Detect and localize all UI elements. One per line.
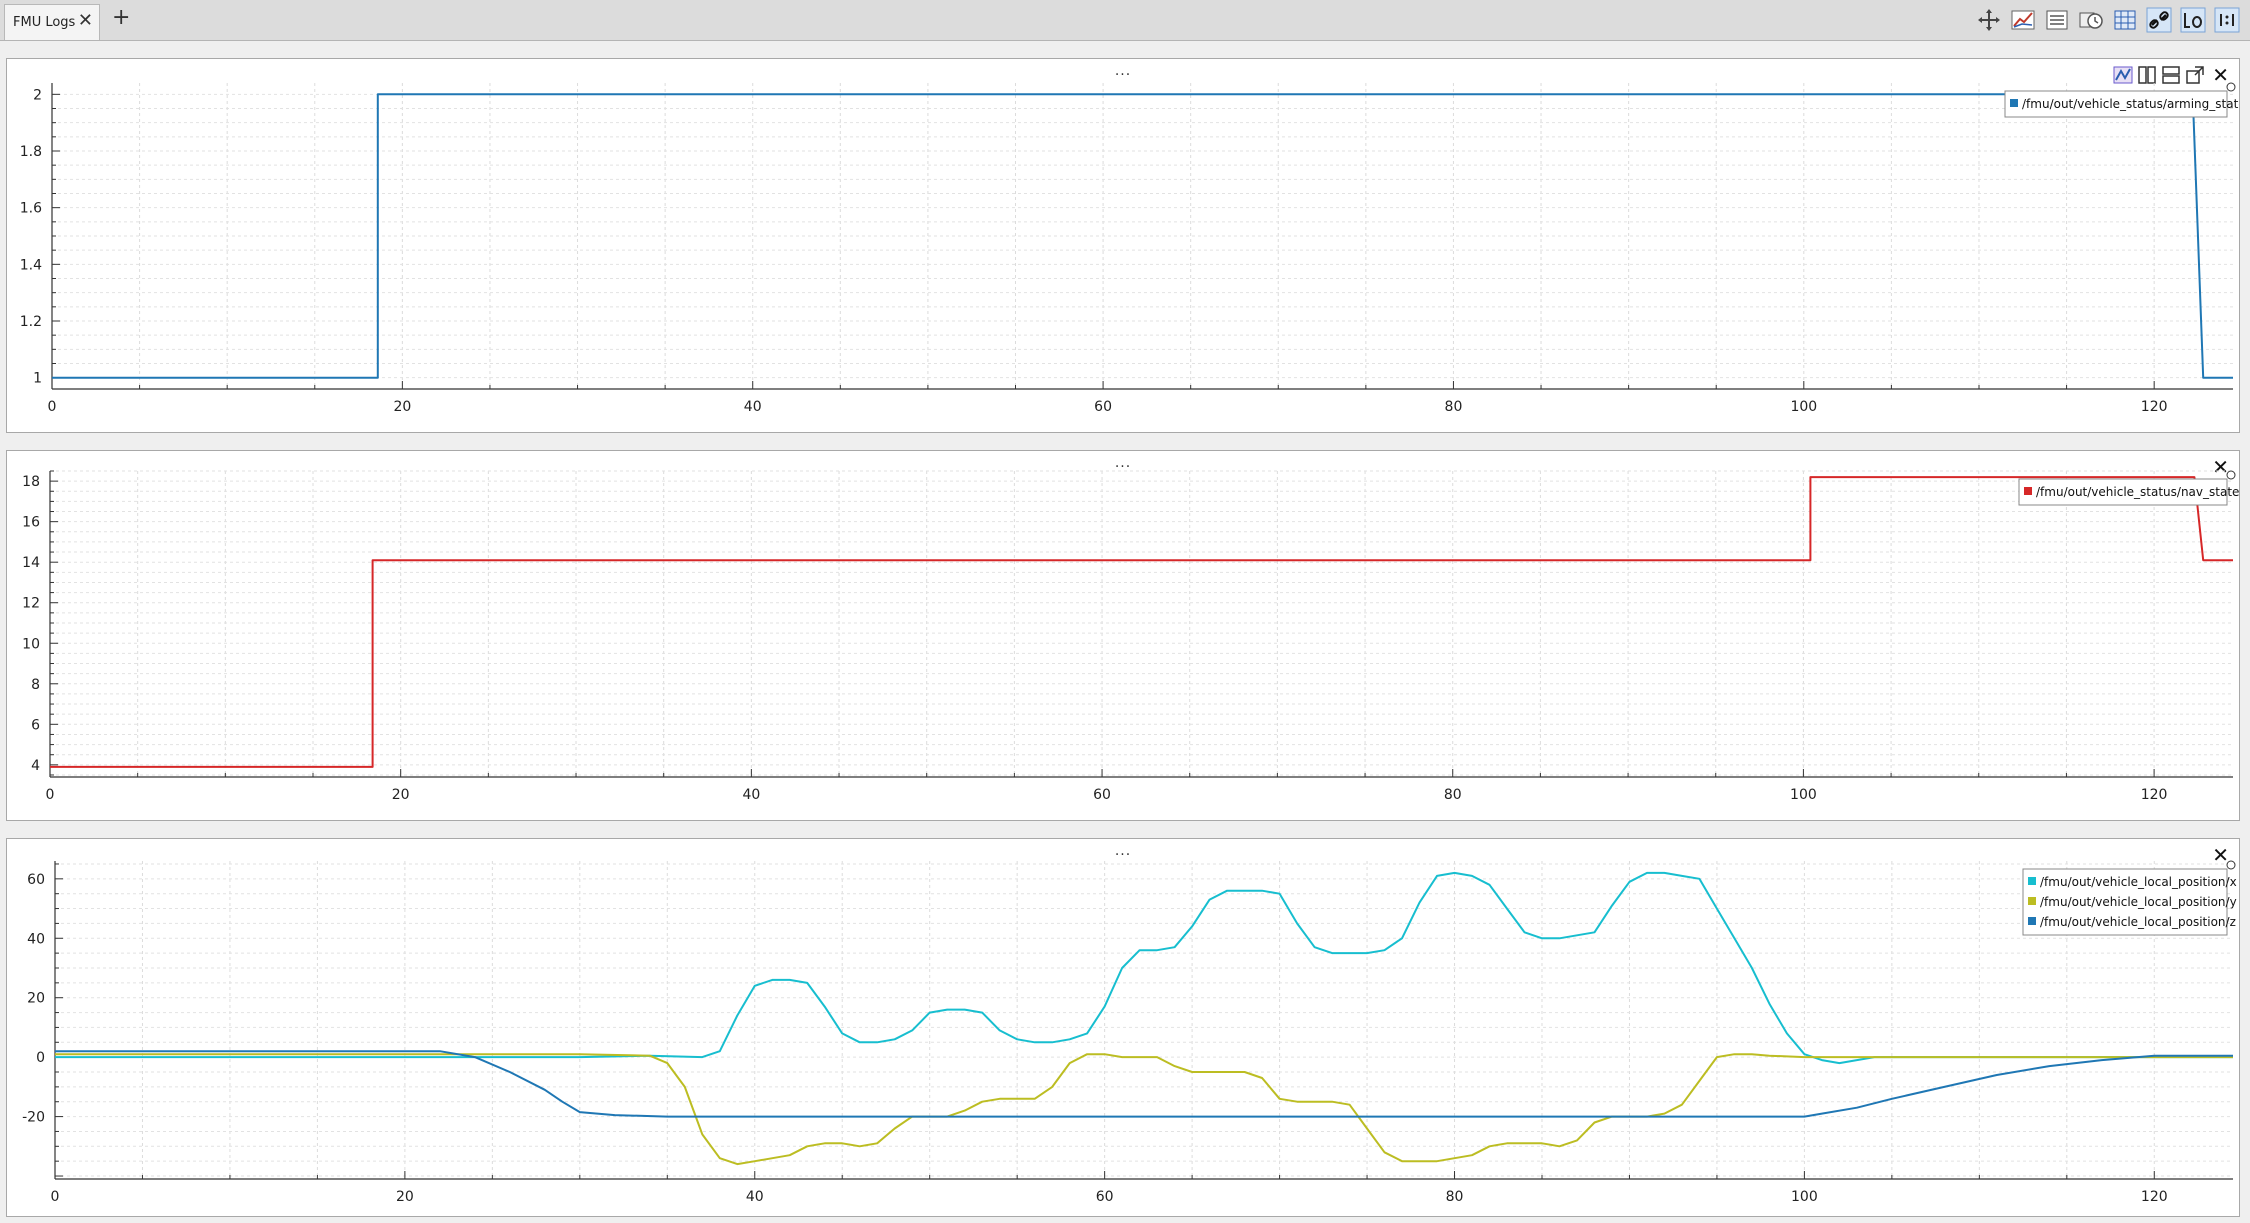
plot-type-icon[interactable]	[2113, 65, 2133, 85]
legend-box[interactable]	[2018, 478, 2228, 506]
x-tick-label: 120	[2141, 1189, 2168, 1205]
panel-menu-dots[interactable]: ...	[1114, 63, 1132, 79]
y-tick-label: 12	[22, 596, 40, 612]
y-tick-label: 1	[33, 371, 42, 387]
x-tick-label: 60	[1094, 399, 1112, 415]
plot-area[interactable]: 0 20 40 60 80 100 120 -20 0 20 40 60/fmu/out/vehicl…	[7, 839, 2239, 1216]
x-tick-label: 40	[746, 1189, 764, 1205]
x-tick-label: 100	[1790, 787, 1817, 803]
y-tick-label: 10	[22, 636, 40, 652]
y-tick-label: 4	[31, 758, 40, 774]
y-tick-label: 1.6	[20, 201, 42, 217]
tab-close-icon[interactable]: ✕	[77, 10, 93, 31]
legend-swatch	[2028, 917, 2036, 925]
y-tick-label: 20	[27, 991, 45, 1007]
x-tick-label: 120	[2141, 787, 2168, 803]
y-tick-label: -20	[22, 1110, 45, 1126]
main-toolbar	[1974, 4, 2242, 36]
add-tab-button[interactable]: +	[112, 5, 131, 30]
time-icon[interactable]	[2076, 5, 2106, 35]
series-line	[50, 476, 2233, 768]
x-tick-label: 0	[48, 399, 57, 415]
t0-icon[interactable]	[2178, 5, 2208, 35]
x-tick-label: 0	[51, 1189, 60, 1205]
y-tick-label: 60	[27, 872, 45, 888]
legend-swatch	[2010, 99, 2018, 107]
y-tick-label: 1.4	[20, 257, 42, 273]
y-tick-label: 16	[22, 515, 40, 531]
legend-label: /fmu/out/vehicle_local_position/y	[2040, 895, 2237, 909]
x-tick-label: 100	[1791, 1189, 1818, 1205]
x-tick-label: 20	[396, 1189, 414, 1205]
legend-swatch	[2028, 897, 2036, 905]
x-tick-label: 0	[46, 787, 55, 803]
split-vertical-icon[interactable]	[2137, 65, 2157, 85]
legend-label: /fmu/out/vehicle_local_position/z	[2040, 915, 2236, 929]
add-curve-icon[interactable]	[2008, 5, 2038, 35]
series-line	[55, 871, 2233, 1065]
x-tick-label: 40	[742, 787, 760, 803]
legend-box[interactable]	[2022, 868, 2228, 936]
x-tick-label: 80	[1446, 1189, 1464, 1205]
grid-icon[interactable]	[2110, 5, 2140, 35]
plot-panel-local-position[interactable]: ... ✕ 0 20 40 60 80 100 120 -20 0 20 40 60/fmu/out/…	[6, 838, 2240, 1217]
legend-handle-icon[interactable]	[2226, 470, 2236, 480]
legend-label: /fmu/out/vehicle_local_position/x	[2040, 875, 2237, 889]
y-tick-label: 2	[33, 87, 42, 103]
list-icon[interactable]	[2042, 5, 2072, 35]
panel-close-icon[interactable]: ✕	[2212, 455, 2229, 479]
x-tick-label: 20	[392, 787, 410, 803]
y-tick-label: 1.2	[20, 314, 42, 330]
tab-bar: FMU Logs ✕ +	[0, 0, 2250, 41]
panel-menu-dots[interactable]: ...	[1114, 455, 1132, 471]
tab-label: FMU Logs	[13, 15, 76, 30]
plot-area[interactable]: 0 20 40 60 80 100 120 1 1.2 1.4 1.6 1.8 2/fmu/out/ve…	[7, 59, 2239, 432]
y-tick-label: 6	[31, 717, 40, 733]
y-tick-label: 1.8	[20, 144, 42, 160]
legend-swatch	[2024, 487, 2032, 495]
series-line	[55, 1053, 2233, 1166]
tab-fmu-logs[interactable]: FMU Logs ✕	[4, 4, 100, 40]
x-tick-label: 40	[744, 399, 762, 415]
x-tick-label: 60	[1093, 787, 1111, 803]
x-tick-label: 80	[1445, 399, 1463, 415]
link-icon[interactable]	[2144, 5, 2174, 35]
panel-close-icon[interactable]: ✕	[2212, 63, 2229, 87]
legend-label: /fmu/out/vehicle_status/arming_state	[2022, 97, 2239, 111]
x-tick-label: 60	[1096, 1189, 1114, 1205]
legend-box[interactable]	[2004, 90, 2228, 118]
plot-panel-arming-state[interactable]: ... ✕ 0 20 40 60 80 100 120 1 1.2 1.4 1.6 1.8 2/fmu/…	[6, 58, 2240, 433]
legend-label: /fmu/out/vehicle_status/nav_state	[2036, 485, 2239, 499]
y-tick-label: 8	[31, 677, 40, 693]
x-tick-label: 80	[1444, 787, 1462, 803]
plot-area[interactable]: 0 20 40 60 80 100 120 4 6 8 10 12 14 16 18/fmu/out/veh…	[7, 451, 2239, 820]
series-line	[55, 1050, 2233, 1118]
fullscreen-icon[interactable]	[2185, 65, 2205, 85]
x-tick-label: 120	[2141, 399, 2168, 415]
panel-tools	[2113, 65, 2205, 85]
y-tick-label: 14	[22, 555, 40, 571]
x-tick-label: 20	[393, 399, 411, 415]
legend-swatch	[2028, 877, 2036, 885]
split-horizontal-icon[interactable]	[2161, 65, 2181, 85]
y-tick-label: 18	[22, 474, 40, 490]
series-line	[52, 93, 2233, 379]
panel-close-icon[interactable]: ✕	[2212, 843, 2229, 867]
y-tick-label: 0	[36, 1050, 45, 1066]
ratio-icon[interactable]	[2212, 5, 2242, 35]
legend-handle-icon[interactable]	[2226, 860, 2236, 870]
y-tick-label: 40	[27, 931, 45, 947]
legend-handle-icon[interactable]	[2226, 82, 2236, 92]
plot-panel-nav-state[interactable]: ... ✕ 0 20 40 60 80 100 120 4 6 8 10 12 14 16 18/fmu/o…	[6, 450, 2240, 821]
panel-menu-dots[interactable]: ...	[1114, 843, 1132, 859]
x-tick-label: 100	[1790, 399, 1817, 415]
move-icon[interactable]	[1974, 5, 2004, 35]
